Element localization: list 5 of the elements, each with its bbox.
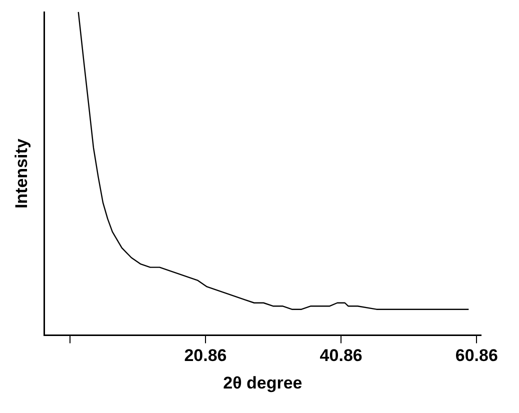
- x-tick-label: 60.86: [455, 346, 498, 366]
- y-axis-title: Intensity: [12, 138, 31, 209]
- x-axis-title: 2θ degree: [223, 373, 302, 392]
- x-tick-label: 20.86: [184, 346, 227, 366]
- x-tick-label: 40.86: [320, 346, 362, 366]
